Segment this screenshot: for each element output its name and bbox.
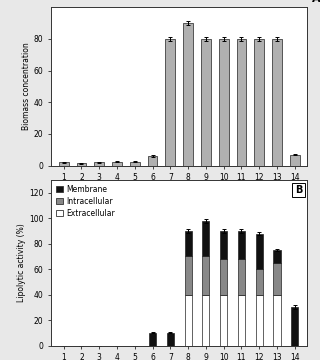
Bar	[165, 39, 175, 166]
Bar	[201, 39, 211, 166]
Bar	[220, 294, 227, 346]
Bar	[273, 263, 281, 294]
Bar	[202, 256, 209, 294]
Bar	[290, 154, 300, 166]
Text: B: B	[295, 185, 302, 195]
Y-axis label: Biomass concentration: Biomass concentration	[22, 42, 31, 130]
Bar	[185, 231, 192, 256]
Bar	[256, 234, 263, 269]
Bar	[185, 256, 192, 294]
Bar	[148, 156, 157, 166]
Bar	[238, 259, 245, 294]
Bar	[220, 259, 227, 294]
Bar	[219, 39, 228, 166]
X-axis label: pH: pH	[173, 184, 186, 193]
Bar	[76, 163, 86, 166]
Bar	[185, 294, 192, 346]
Bar	[59, 162, 68, 166]
Y-axis label: Lipolytic activity (%): Lipolytic activity (%)	[17, 224, 26, 302]
Text: A: A	[312, 0, 320, 4]
Bar	[183, 23, 193, 166]
Bar	[112, 162, 122, 166]
Bar	[256, 294, 263, 346]
Bar	[291, 307, 298, 346]
Bar	[256, 269, 263, 294]
Bar	[236, 39, 246, 166]
Bar	[238, 231, 245, 259]
Bar	[220, 231, 227, 259]
Bar	[202, 294, 209, 346]
Bar	[273, 250, 281, 263]
Bar	[272, 39, 282, 166]
Legend: Membrane, Intracellular, Extracellular: Membrane, Intracellular, Extracellular	[53, 182, 117, 220]
Bar	[254, 39, 264, 166]
Bar	[130, 162, 140, 166]
Bar	[94, 162, 104, 166]
Bar	[238, 294, 245, 346]
Bar	[202, 221, 209, 256]
Bar	[273, 294, 281, 346]
Bar	[167, 333, 174, 346]
Bar	[149, 333, 156, 346]
